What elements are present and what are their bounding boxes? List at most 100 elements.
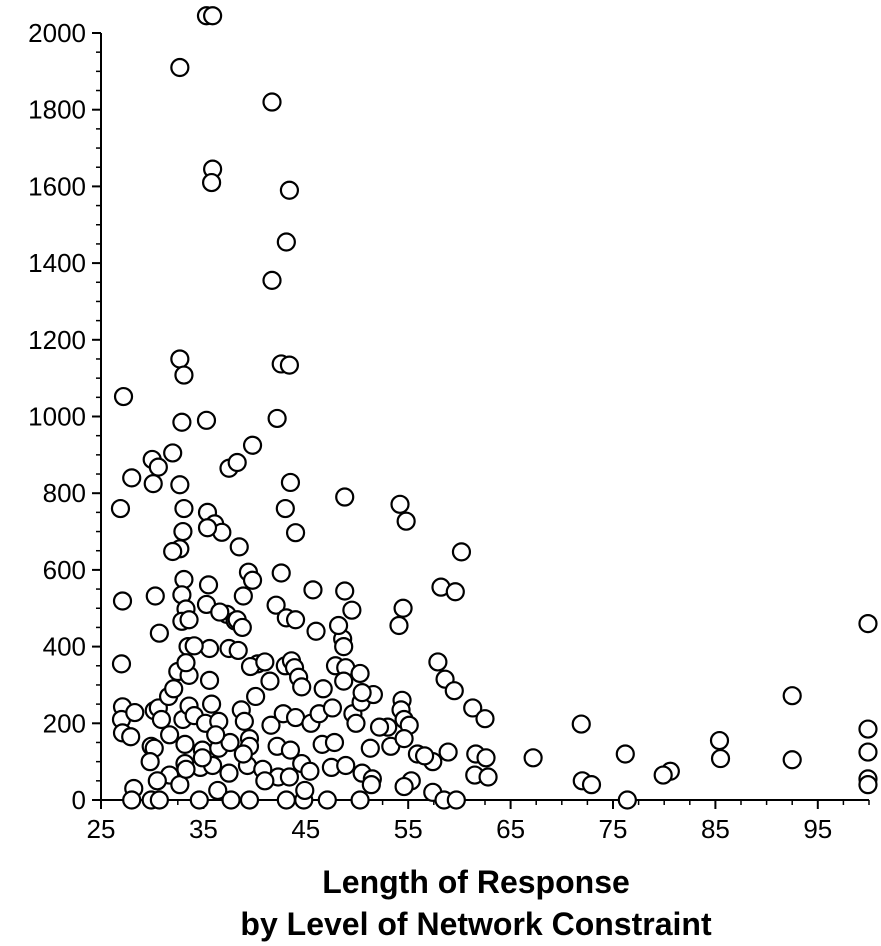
- data-point: [210, 602, 230, 622]
- data-point: [617, 790, 637, 810]
- data-point: [336, 755, 356, 776]
- data-point: [360, 738, 380, 758]
- data-point: [352, 683, 372, 703]
- data-point: [261, 715, 281, 735]
- data-point: [160, 725, 180, 745]
- data-point: [389, 615, 409, 636]
- data-point: [145, 586, 165, 606]
- x-tick-label: 65: [496, 814, 525, 844]
- data-point: [414, 746, 435, 766]
- data-point: [262, 92, 282, 112]
- data-point: [475, 709, 495, 729]
- data-point: [438, 742, 458, 762]
- data-point: [174, 365, 194, 385]
- data-point: [335, 487, 355, 507]
- data-point: [255, 652, 275, 672]
- data-point: [192, 748, 212, 768]
- data-point: [228, 640, 248, 661]
- data-point: [279, 180, 300, 200]
- data-point: [303, 580, 323, 600]
- data-point: [199, 670, 220, 690]
- data-point: [140, 752, 160, 772]
- data-point: [328, 615, 349, 636]
- x-axis-title-line-1: Length of Response: [322, 864, 630, 900]
- data-point: [197, 518, 218, 538]
- data-point: [342, 600, 362, 620]
- data-point: [444, 681, 464, 701]
- data-point: [149, 623, 169, 643]
- data-point: [334, 636, 354, 657]
- y-tick-label: 400: [43, 632, 86, 662]
- data-point: [232, 617, 252, 638]
- data-point: [179, 610, 199, 630]
- data-point: [173, 521, 193, 542]
- data-point: [653, 765, 673, 785]
- data-point: [199, 638, 220, 659]
- data-point: [170, 475, 190, 495]
- data-point: [260, 671, 280, 691]
- axes: 0 200 400 600 800 1000 1200 1400 1600 1800 2000 25 3…: [28, 18, 870, 844]
- data-point: [295, 780, 315, 801]
- y-tick-label: 1400: [28, 248, 86, 278]
- data-point: [334, 671, 354, 691]
- data-point: [121, 727, 141, 747]
- data-point: [242, 570, 263, 590]
- data-point: [276, 232, 296, 252]
- data-point: [151, 709, 172, 730]
- data-point: [710, 748, 731, 769]
- data-point: [206, 725, 226, 745]
- data-point: [858, 719, 878, 739]
- data-point: [239, 790, 260, 810]
- data-point: [279, 767, 300, 787]
- data-point: [113, 386, 134, 407]
- data-point: [255, 771, 275, 791]
- data-point: [111, 654, 132, 674]
- data-point: [242, 435, 263, 455]
- data-point: [148, 457, 168, 477]
- data-point: [163, 541, 183, 562]
- data-point: [322, 698, 343, 718]
- data-point: [201, 172, 222, 193]
- data-point: [201, 694, 222, 714]
- x-tick-label: 95: [803, 814, 832, 844]
- data-point: [233, 586, 253, 606]
- data-point: [149, 790, 169, 810]
- data-point: [112, 591, 133, 611]
- data-point: [306, 621, 326, 641]
- data-point: [271, 563, 291, 583]
- data-points: [110, 6, 878, 810]
- data-point: [221, 790, 241, 810]
- data-point: [174, 498, 194, 519]
- data-point: [189, 790, 209, 810]
- x-tick-label: 35: [189, 814, 218, 844]
- data-point: [176, 759, 196, 779]
- data-point: [227, 452, 247, 473]
- data-point: [317, 790, 337, 810]
- data-point: [234, 711, 254, 731]
- data-point: [164, 679, 184, 699]
- data-point: [262, 270, 282, 290]
- data-point: [196, 410, 217, 430]
- data-point: [170, 57, 190, 78]
- data-point: [300, 761, 320, 781]
- data-point: [208, 780, 228, 801]
- data-point: [350, 663, 370, 684]
- data-point: [125, 702, 145, 723]
- y-tick-label: 0: [72, 785, 86, 815]
- data-point: [220, 732, 240, 753]
- data-point: [266, 595, 286, 615]
- data-point: [313, 679, 333, 699]
- y-tick-label: 1600: [28, 171, 86, 201]
- data-point: [147, 771, 167, 791]
- data-point: [463, 698, 483, 718]
- data-point: [346, 713, 366, 733]
- data-point: [276, 790, 296, 810]
- data-point: [858, 742, 878, 762]
- data-point: [170, 349, 190, 369]
- data-point: [163, 443, 183, 463]
- data-point: [175, 734, 195, 754]
- x-tick-label: 75: [599, 814, 628, 844]
- data-point: [445, 582, 465, 602]
- data-point: [571, 714, 591, 734]
